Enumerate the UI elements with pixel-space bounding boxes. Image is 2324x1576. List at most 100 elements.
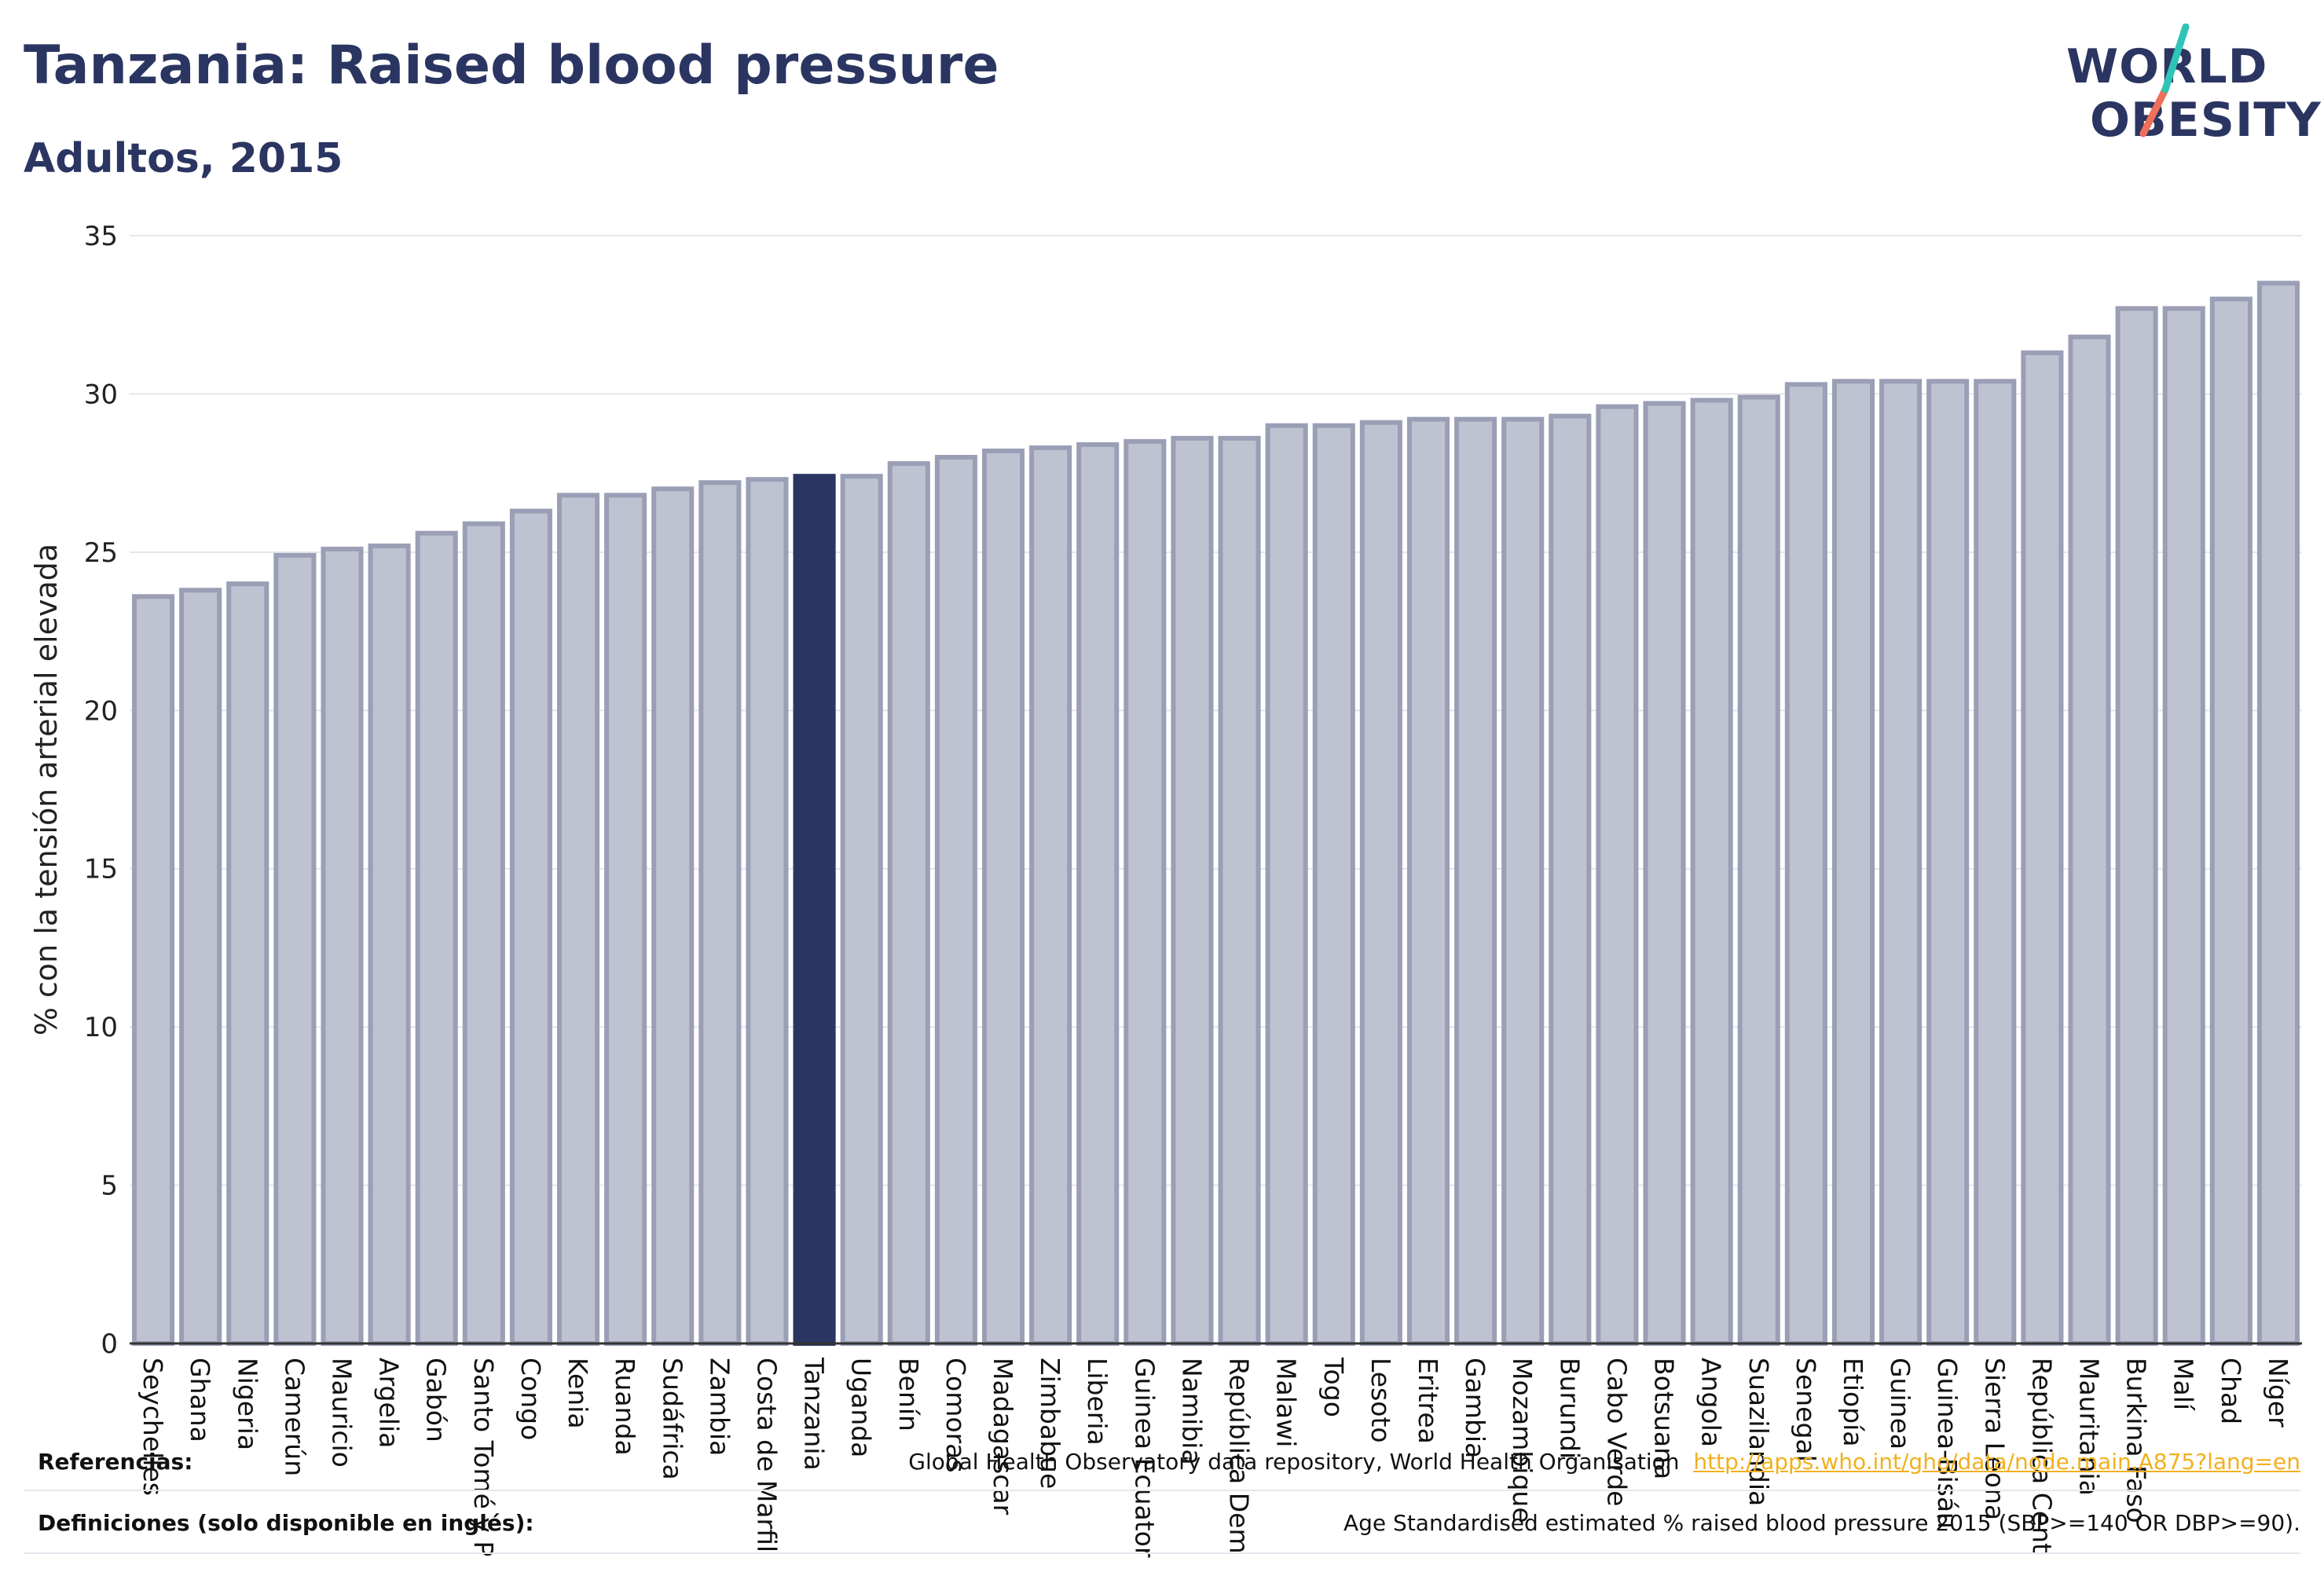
x-tick-label: Camerún (279, 1358, 310, 1476)
x-tick-label: Mauricio (326, 1358, 357, 1468)
definitions-text: Age Standardised estimated % raised bloo… (1343, 1510, 2300, 1536)
bar-república-dem[interactable] (1218, 435, 1261, 1346)
x-tick-label: Argelia (374, 1358, 405, 1448)
bar-togo[interactable] (1312, 423, 1355, 1347)
definitions-row: Definiciones (solo disponible en inglés)… (38, 1493, 2300, 1549)
x-tick-labels: Seychelles Ghana Nigeria Camerún Mauricio Arg… (137, 1357, 2293, 1558)
bar-argelia[interactable] (368, 543, 411, 1346)
references-source: Global Health Observatory data repositor… (908, 1449, 1680, 1475)
bar-mozambique[interactable] (1501, 416, 1545, 1347)
definitions-label: Definiciones (solo disponible en inglés)… (38, 1510, 534, 1536)
x-tick-label: Benín (893, 1358, 924, 1431)
bar-mauritania[interactable] (2068, 334, 2111, 1346)
references-label: Referencias: (38, 1449, 193, 1475)
bar-ruanda[interactable] (604, 493, 647, 1346)
chart-subtitle: Adultos, 2015 (24, 135, 343, 182)
logo-slash-icon (2139, 24, 2190, 137)
bar-namibia[interactable] (1171, 435, 1214, 1346)
bar-gambia[interactable] (1454, 416, 1497, 1347)
bar-liberia[interactable] (1076, 442, 1120, 1346)
x-tick-label: Malí (2168, 1358, 2199, 1412)
bar-eritrea[interactable] (1406, 416, 1450, 1347)
y-tick-label: 5 (101, 1171, 118, 1202)
x-tick-label: Guinea (1885, 1358, 1915, 1450)
bar-burkina-faso[interactable] (2115, 306, 2158, 1347)
x-tick-label: Mozambique (1507, 1358, 1538, 1523)
x-tick-label: Botsuana (1649, 1358, 1680, 1479)
x-tick-label: Santo Tomé y P (468, 1358, 499, 1556)
bar-comoras[interactable] (934, 455, 977, 1346)
x-tick-label: Uganda (846, 1358, 877, 1457)
y-tick-label: 25 (84, 537, 118, 569)
x-tick-label: Guinea-Bisáu (1932, 1358, 1963, 1529)
x-tick-label: Senegal (1791, 1358, 1821, 1462)
x-tick-label: Etiopía (1838, 1358, 1868, 1447)
footer-divider-bottom (24, 1552, 2300, 1554)
x-tick-label: Angola (1696, 1358, 1727, 1447)
x-tick-label: Cabo Verde (1601, 1358, 1632, 1506)
bar-malawi[interactable] (1265, 423, 1308, 1347)
bar-camerún[interactable] (273, 552, 317, 1346)
bar-etiopía[interactable] (1831, 379, 1875, 1346)
bar-guinea-ecuator[interactable] (1124, 438, 1167, 1346)
bar-zambia[interactable] (698, 480, 742, 1347)
bar-nigeria[interactable] (226, 581, 269, 1346)
x-tick-label: Ruanda (610, 1358, 640, 1456)
bar-tanzania[interactable] (793, 474, 836, 1347)
bar-república-cent[interactable] (2021, 350, 2064, 1346)
x-tick-label: Eritrea (1413, 1358, 1443, 1444)
bar-angola[interactable] (1690, 398, 1733, 1346)
bar-santo-tomé-y-p[interactable] (462, 521, 505, 1346)
bar-cabo-verde[interactable] (1596, 404, 1639, 1346)
x-tick-label: Sierra Leona (1979, 1358, 2010, 1520)
bar-burundi[interactable] (1549, 413, 1592, 1347)
x-tick-label: Lesoto (1365, 1358, 1396, 1443)
logo-line-2: OBESITY (2090, 93, 2322, 148)
bar-malí[interactable] (2162, 306, 2205, 1347)
x-tick-label: República Cent (2026, 1358, 2057, 1553)
x-tick-label: Malawi (1271, 1358, 1302, 1447)
references-link[interactable]: http://apps.who.int/gho/data/node.main.A… (1693, 1449, 2300, 1475)
bar-botsuana[interactable] (1643, 401, 1686, 1346)
bar-madagascar[interactable] (981, 448, 1025, 1346)
bar-guinea[interactable] (1879, 379, 1923, 1346)
x-tick-label: Togo (1318, 1357, 1349, 1417)
x-tick-label: Burundi (1554, 1358, 1585, 1459)
bar-zimbabue[interactable] (1029, 445, 1072, 1346)
bar-uganda[interactable] (840, 474, 883, 1347)
bar-suazilandia[interactable] (1737, 394, 1780, 1346)
y-tick-label: 10 (84, 1012, 118, 1043)
y-axis-label: % con la tensión arterial elevada (29, 544, 64, 1035)
bar-mauricio[interactable] (321, 546, 364, 1346)
x-tick-label: Gambia (1460, 1358, 1490, 1458)
bar-kenia[interactable] (556, 493, 600, 1346)
bar-lesoto[interactable] (1359, 420, 1402, 1347)
x-tick-label: Gabón (421, 1358, 452, 1442)
footer-divider (24, 1490, 2300, 1491)
bar-benín[interactable] (887, 461, 930, 1346)
bar-ghana[interactable] (179, 588, 222, 1346)
y-tick-label: 0 (101, 1329, 118, 1360)
x-tick-label: Ghana (185, 1358, 215, 1442)
x-tick-label: Madagascar (988, 1358, 1018, 1516)
y-tick-label: 15 (84, 854, 118, 885)
x-tick-label: Burkina Faso (2121, 1358, 2152, 1523)
bar-níger[interactable] (2256, 280, 2300, 1346)
references-text: Global Health Observatory data repositor… (908, 1449, 2300, 1475)
bar-sierra-leona[interactable] (1974, 379, 2017, 1346)
bar-costa-de-marfil[interactable] (746, 477, 789, 1347)
x-tick-label: Namibia (1176, 1358, 1207, 1465)
y-tick-label: 20 (84, 695, 118, 727)
x-tick-label: Sudáfrica (657, 1358, 687, 1480)
bar-senegal[interactable] (1784, 382, 1827, 1346)
bar-congo[interactable] (509, 508, 552, 1346)
x-tick-label: Congo (515, 1358, 546, 1440)
x-tick-label: Costa de Marfil (751, 1358, 782, 1552)
x-tick-label: Nigeria (232, 1358, 262, 1450)
bar-gabón[interactable] (415, 530, 458, 1347)
bar-chad[interactable] (2209, 296, 2253, 1347)
bar-guinea-bisáu[interactable] (1926, 379, 1970, 1346)
y-tick-labels: 0 5 10 15 20 25 30 35 (84, 221, 118, 1360)
bar-seychelles[interactable] (132, 594, 175, 1346)
bar-sudáfrica[interactable] (651, 486, 695, 1346)
